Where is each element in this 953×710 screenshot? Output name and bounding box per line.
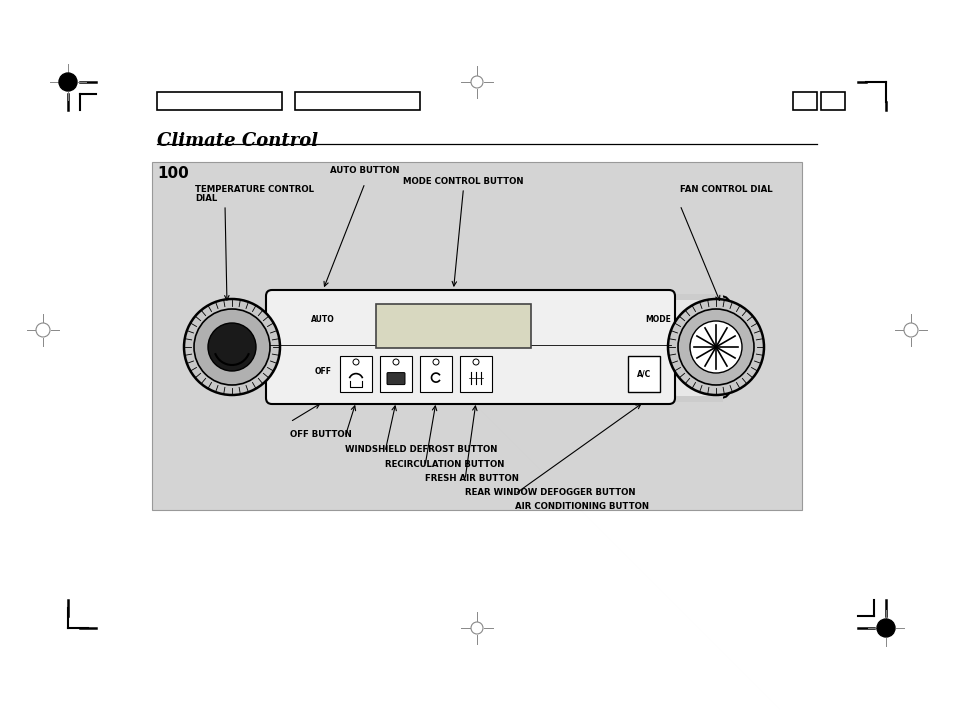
- Text: AUTO: AUTO: [311, 315, 335, 324]
- Circle shape: [678, 309, 753, 385]
- Circle shape: [59, 73, 77, 91]
- Text: 100: 100: [157, 166, 189, 181]
- Text: AUTO BUTTON: AUTO BUTTON: [330, 166, 399, 175]
- Bar: [152, 162, 801, 510]
- Circle shape: [393, 359, 398, 365]
- Bar: [375, 304, 531, 348]
- Circle shape: [876, 619, 894, 637]
- Bar: [157, 92, 282, 110]
- Bar: [419, 356, 452, 392]
- Circle shape: [208, 323, 255, 371]
- Bar: [821, 92, 844, 110]
- Text: AIR CONDITIONING BUTTON: AIR CONDITIONING BUTTON: [515, 502, 648, 511]
- Circle shape: [473, 359, 478, 365]
- FancyBboxPatch shape: [266, 290, 675, 404]
- Bar: [379, 356, 412, 392]
- Text: REAR WINDOW DEFOGGER BUTTON: REAR WINDOW DEFOGGER BUTTON: [464, 488, 635, 497]
- Circle shape: [184, 299, 280, 395]
- Bar: [268, 396, 722, 402]
- Text: WINDSHIELD DEFROST BUTTON: WINDSHIELD DEFROST BUTTON: [345, 445, 497, 454]
- Text: OFF BUTTON: OFF BUTTON: [290, 430, 352, 439]
- Text: MODE: MODE: [644, 315, 670, 324]
- Bar: [627, 356, 659, 392]
- Circle shape: [193, 309, 270, 385]
- Circle shape: [667, 299, 763, 395]
- Bar: [294, 92, 419, 110]
- Text: FAN CONTROL DIAL: FAN CONTROL DIAL: [679, 185, 772, 194]
- FancyBboxPatch shape: [670, 296, 729, 398]
- Bar: [459, 356, 492, 392]
- Bar: [339, 356, 372, 392]
- Circle shape: [433, 359, 438, 365]
- Circle shape: [353, 359, 358, 365]
- Text: OFF: OFF: [314, 366, 331, 376]
- Text: FRESH AIR BUTTON: FRESH AIR BUTTON: [424, 474, 518, 483]
- Bar: [792, 92, 816, 110]
- Text: DIAL: DIAL: [194, 194, 217, 203]
- Text: A/C: A/C: [637, 369, 651, 378]
- Text: TEMPERATURE CONTROL: TEMPERATURE CONTROL: [194, 185, 314, 194]
- FancyBboxPatch shape: [387, 373, 405, 385]
- Bar: [268, 294, 722, 300]
- Circle shape: [689, 321, 741, 373]
- Text: Climate Control: Climate Control: [157, 132, 317, 150]
- Text: MODE CONTROL BUTTON: MODE CONTROL BUTTON: [403, 177, 523, 186]
- Text: RECIRCULATION BUTTON: RECIRCULATION BUTTON: [385, 460, 504, 469]
